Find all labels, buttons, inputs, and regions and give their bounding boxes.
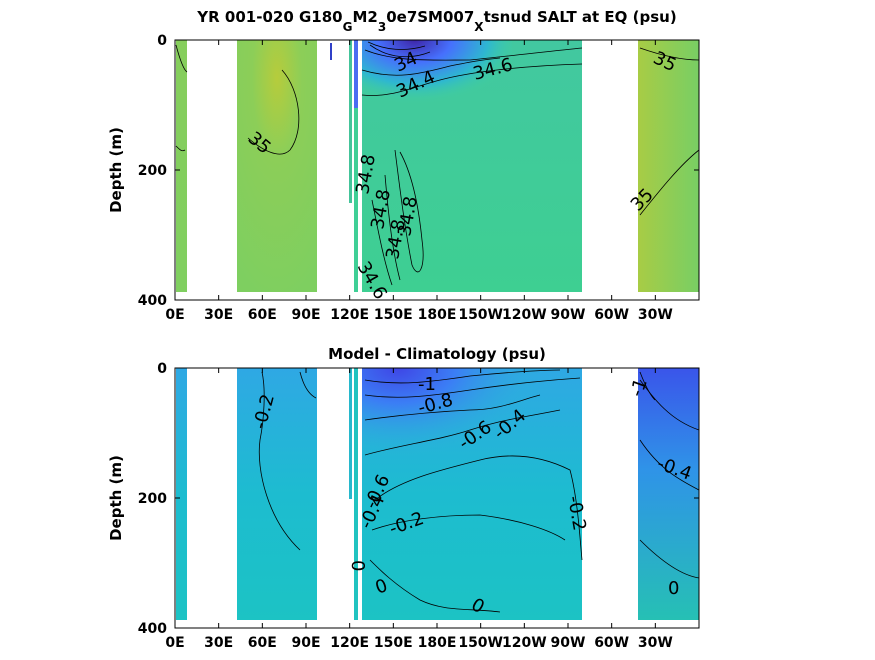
x-tick-label: 150E [374, 635, 413, 651]
x-tick-label: 180E [418, 635, 457, 651]
bottom-chart-title: Model - Climatology (psu) [328, 345, 546, 363]
bottom-contours [258, 369, 700, 613]
y-tick-label: 200 [138, 491, 167, 507]
bottom-contour [299, 371, 317, 399]
top-contour [247, 69, 300, 155]
y-tick-label: 0 [157, 361, 167, 377]
top-field-patch [638, 40, 699, 292]
top-y-axis-label: Depth (m) [107, 127, 125, 213]
top-contour [369, 44, 431, 58]
top-contours [175, 41, 700, 286]
y-tick-label: 0 [157, 33, 167, 49]
bottom-contour [258, 371, 301, 551]
top-contour [364, 47, 583, 61]
x-tick-label: 90E [291, 635, 320, 651]
x-tick-label: 0E [165, 307, 184, 323]
x-tick-label: 120W [502, 307, 547, 323]
x-tick-label: 30E [204, 635, 233, 651]
x-tick-label: 30E [204, 307, 233, 323]
top-contour [394, 149, 424, 273]
top-contour [371, 199, 393, 286]
bottom-contour [364, 377, 581, 398]
bottom-contour [639, 379, 700, 431]
x-tick-label: 150E [374, 307, 413, 323]
bottom-contour [639, 539, 700, 579]
top-contour [639, 47, 700, 61]
top-land-gap [358, 40, 360, 292]
x-tick-label: 0E [165, 635, 184, 651]
bottom-contour-label: 0 [668, 578, 679, 599]
bottom-field [176, 368, 699, 620]
bottom-contour [371, 514, 566, 541]
x-tick-label: 150W [458, 307, 503, 323]
top-field-patch [237, 40, 317, 292]
bottom-contour [374, 455, 583, 561]
bottom-fresh-pool [362, 368, 542, 478]
x-tick-label: 30W [638, 635, 673, 651]
bottom-field-patch [237, 368, 317, 620]
x-tick-label: 120W [502, 635, 547, 651]
top-chart-title: YR 001-020 G180GM230e7SM007Xtsnud SALT a… [196, 8, 676, 34]
top-fresh-pool [362, 40, 512, 130]
top-field-patch [176, 40, 187, 292]
bottom-contour [364, 409, 561, 456]
x-tick-label: 180E [418, 307, 457, 323]
bottom-contour [364, 394, 541, 421]
y-tick-label: 400 [138, 293, 167, 309]
x-tick-label: 120E [330, 307, 369, 323]
bottom-y-axis-label: Depth (m) [107, 455, 125, 541]
bottom-contour [364, 369, 561, 384]
x-tick-label: 150W [458, 635, 503, 651]
bottom-field-patch [349, 368, 352, 499]
x-tick-label: 90W [551, 635, 586, 651]
top-contour [367, 41, 426, 50]
x-tick-label: 60E [248, 307, 277, 323]
top-field-patch [349, 40, 352, 203]
bottom-field-patch [354, 368, 359, 620]
y-tick-label: 200 [138, 163, 167, 179]
x-tick-label: 60W [594, 635, 629, 651]
x-tick-label: 60W [594, 307, 629, 323]
bottom-contour [639, 371, 656, 401]
x-tick-label: 90E [291, 307, 320, 323]
x-tick-label: 120E [330, 635, 369, 651]
bottom-contour [639, 439, 700, 491]
bottom-field-patch [176, 368, 187, 620]
top-panel: YR 001-020 G180GM230e7SM007Xtsnud SALT a… [107, 8, 700, 323]
bottom-contour-label: -1 [418, 374, 436, 395]
top-contour [384, 174, 401, 281]
top-contour [361, 57, 501, 76]
bottom-contour [369, 559, 501, 613]
bottom-field-patch [638, 368, 699, 620]
top-contour [175, 44, 188, 73]
x-tick-label: 60E [248, 635, 277, 651]
top-contour [175, 145, 186, 152]
x-tick-label: 90W [551, 307, 586, 323]
bottom-land-gap [358, 368, 360, 620]
bottom-panel: Model - Climatology (psu) [107, 345, 700, 651]
top-field-patch [354, 40, 359, 292]
top-contour [361, 63, 583, 96]
top-field-patch [354, 40, 359, 108]
bottom-contour-label: 0 [347, 560, 368, 571]
y-tick-label: 400 [138, 621, 167, 637]
top-field [176, 40, 699, 292]
x-tick-label: 30W [638, 307, 673, 323]
top-contour [639, 149, 700, 216]
